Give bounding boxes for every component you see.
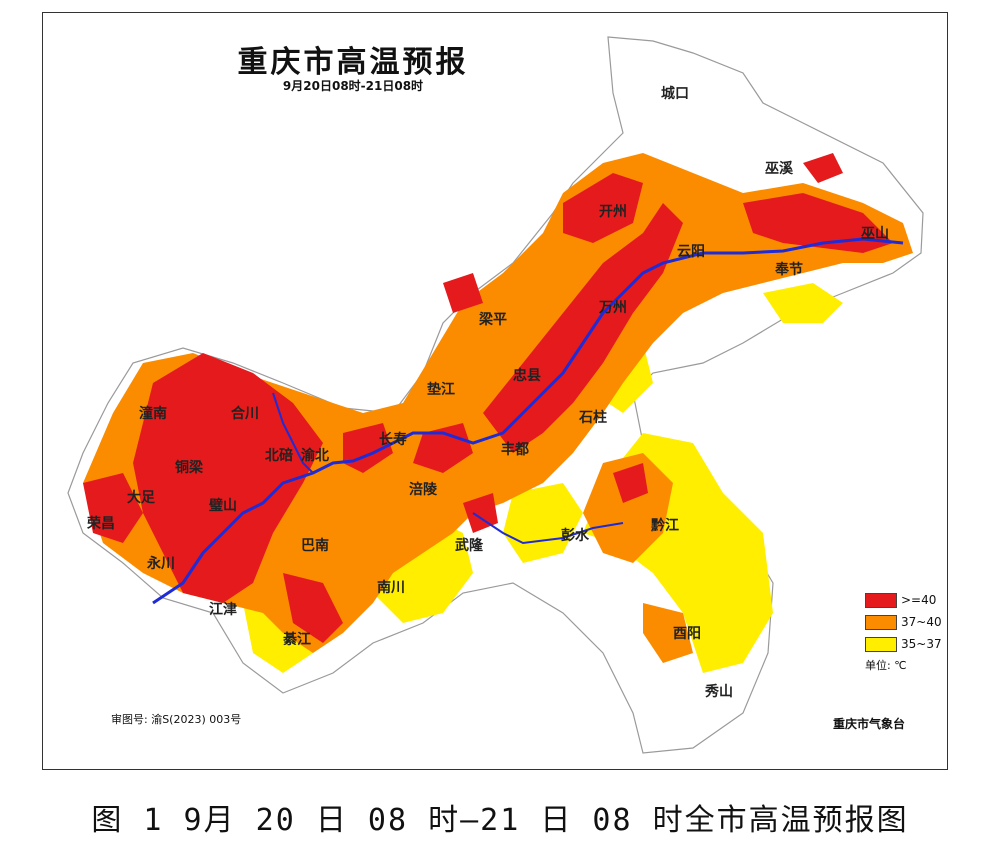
place-label: 忠县 bbox=[513, 368, 541, 384]
place-label: 秀山 bbox=[705, 684, 733, 700]
place-label: 璧山 bbox=[209, 498, 237, 514]
zone-ge-40 bbox=[83, 153, 893, 643]
place-label: 合川 bbox=[231, 406, 259, 422]
map-legend: >=40 37~40 35~37 bbox=[865, 589, 947, 655]
place-label: 江津 bbox=[209, 602, 237, 618]
place-label: 潼南 bbox=[139, 406, 167, 422]
legend-swatch bbox=[865, 592, 897, 608]
place-label: 城口 bbox=[661, 86, 689, 102]
legend-label: 35~37 bbox=[901, 637, 942, 651]
zone-35-37 bbox=[243, 283, 843, 673]
place-label: 永川 bbox=[147, 556, 175, 572]
yangtze-river bbox=[152, 237, 904, 605]
map-frame: 重庆市高温预报 9月20日08时-21日08时 城口 巫溪 开州 云阳 巫山 奉… bbox=[42, 12, 948, 770]
place-label: 丰都 bbox=[501, 442, 529, 458]
place-label: 武隆 bbox=[455, 538, 483, 554]
place-label: 长寿 bbox=[379, 432, 407, 448]
place-label: 铜梁 bbox=[175, 460, 203, 476]
legend-swatch bbox=[865, 614, 897, 630]
place-label: 万州 bbox=[599, 300, 627, 316]
place-label: 酉阳 bbox=[673, 626, 701, 642]
approval-number: 审图号: 渝S(2023) 003号 bbox=[111, 713, 242, 726]
place-label: 垫江 bbox=[427, 382, 455, 398]
place-label: 云阳 bbox=[677, 244, 705, 260]
place-label: 石柱 bbox=[579, 410, 607, 426]
unit-label: 单位: ℃ bbox=[865, 659, 907, 672]
legend-item: 35~37 bbox=[865, 633, 947, 655]
map-subtitle: 9月20日08时-21日08时 bbox=[282, 79, 424, 93]
figure-caption: 图 1 9月 20 日 08 时—21 日 08 时全市高温预报图 bbox=[91, 803, 909, 838]
place-label: 巫山 bbox=[861, 226, 889, 242]
map-title: 重庆市高温预报 bbox=[237, 45, 469, 80]
place-label: 巫溪 bbox=[765, 161, 793, 177]
place-label: 奉节 bbox=[775, 262, 803, 278]
legend-label: >=40 bbox=[901, 593, 937, 607]
place-label: 彭水 bbox=[561, 528, 589, 544]
place-label: 梁平 bbox=[479, 312, 507, 328]
place-label: 涪陵 bbox=[409, 482, 437, 498]
place-label: 巴南 bbox=[301, 538, 329, 554]
place-label: 荣昌 bbox=[87, 516, 115, 532]
jialing-river bbox=[272, 392, 314, 474]
place-label: 南川 bbox=[377, 580, 405, 596]
place-label: 大足 bbox=[127, 490, 155, 506]
place-label: 黔江 bbox=[651, 518, 679, 534]
legend-item: 37~40 bbox=[865, 611, 947, 633]
place-label: 綦江 bbox=[283, 632, 311, 648]
place-label: 渝北 bbox=[301, 448, 329, 464]
legend-label: 37~40 bbox=[901, 615, 942, 629]
legend-swatch bbox=[865, 636, 897, 652]
wu-river bbox=[472, 512, 624, 545]
place-label: 开州 bbox=[599, 204, 627, 220]
forecast-map bbox=[67, 36, 924, 754]
agency-name: 重庆市气象台 bbox=[833, 717, 906, 731]
legend-item: >=40 bbox=[865, 589, 947, 611]
place-label: 北碚 bbox=[265, 448, 293, 464]
